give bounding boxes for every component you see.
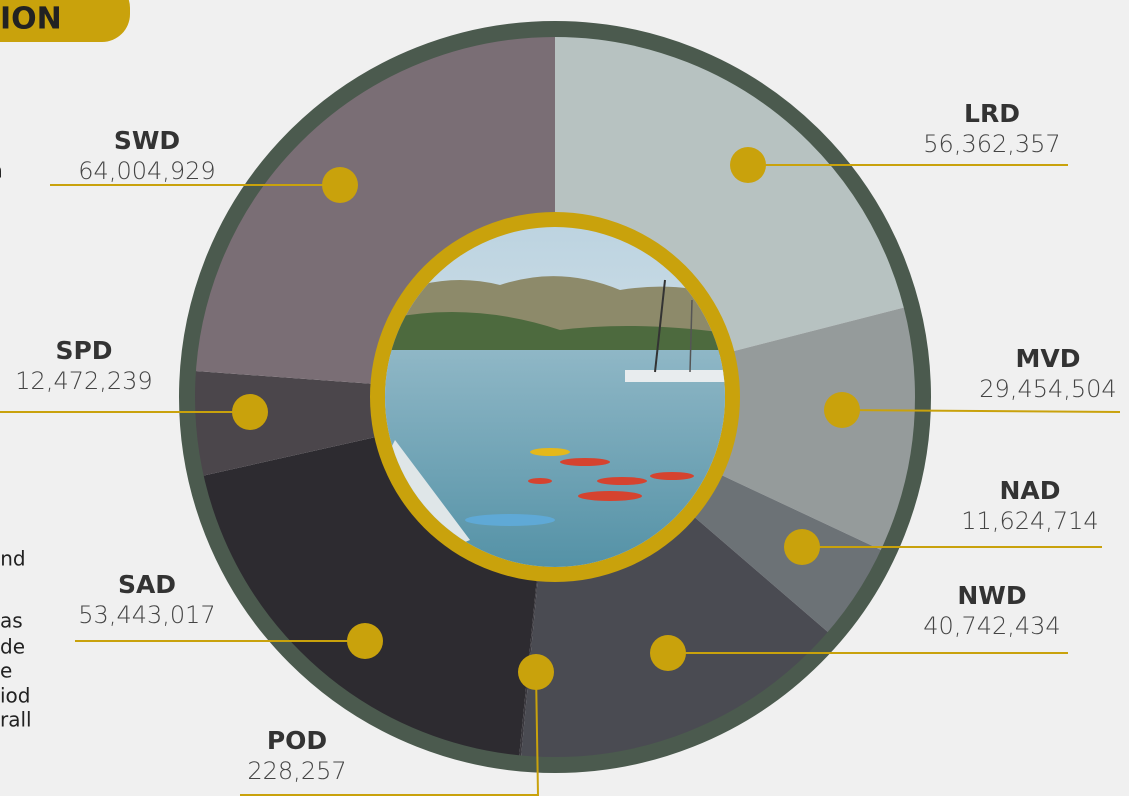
slice-value: 228,257 — [247, 757, 346, 785]
label-dot — [824, 392, 860, 428]
leader-line — [841, 409, 1121, 413]
slice-value: 11,624,714 — [961, 507, 1098, 535]
outer-ring — [179, 21, 931, 773]
label-dot — [650, 635, 686, 671]
slice-value: 56,362,357 — [923, 130, 1060, 158]
slice-value: 40,742,434 — [923, 612, 1060, 640]
text-fragment: e — [0, 659, 12, 683]
title: ION — [0, 2, 62, 37]
text-fragment: n — [0, 159, 3, 183]
slice-name: LRD — [964, 99, 1020, 128]
slice-name: POD — [267, 726, 327, 755]
text-fragment: as — [0, 609, 23, 633]
title-box — [0, 0, 130, 42]
label-dot — [322, 167, 358, 203]
slice-name: NAD — [999, 476, 1060, 505]
slice-value: 12,472,239 — [15, 367, 152, 395]
text-fragment: de — [0, 635, 25, 659]
text-fragment: rall — [0, 708, 32, 732]
label-dot — [518, 654, 554, 690]
slice-value: 53,443,017 — [78, 601, 215, 629]
label-dot — [347, 623, 383, 659]
leader-line — [240, 671, 540, 796]
label-dot — [232, 394, 268, 430]
slice-name: SWD — [114, 126, 180, 155]
slice-name: NWD — [957, 581, 1026, 610]
text-fragment: iod — [0, 684, 31, 708]
slice-name: SAD — [118, 570, 176, 599]
label-dot — [730, 147, 766, 183]
slice-name: SPD — [55, 336, 112, 365]
slice-name: MVD — [1016, 344, 1081, 373]
slice-value: 64,004,929 — [78, 157, 215, 185]
slice-value: 29,454,504 — [979, 375, 1116, 403]
label-dot — [784, 529, 820, 565]
text-fragment: and — [0, 547, 26, 571]
